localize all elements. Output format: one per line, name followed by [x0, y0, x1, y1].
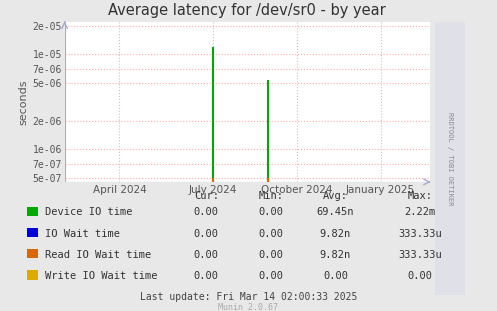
Text: Max:: Max: — [408, 191, 432, 201]
Text: Read IO Wait time: Read IO Wait time — [45, 250, 151, 260]
Text: RRDTOOL / TOBI OETIKER: RRDTOOL / TOBI OETIKER — [447, 112, 453, 205]
Text: Cur:: Cur: — [194, 191, 219, 201]
Text: Last update: Fri Mar 14 02:00:33 2025: Last update: Fri Mar 14 02:00:33 2025 — [140, 292, 357, 302]
Text: 9.82n: 9.82n — [320, 250, 351, 260]
Text: 0.00: 0.00 — [194, 250, 219, 260]
Text: 333.33u: 333.33u — [398, 229, 442, 239]
Text: Device IO time: Device IO time — [45, 207, 132, 217]
Text: 2.22m: 2.22m — [405, 207, 435, 217]
Y-axis label: seconds: seconds — [18, 79, 28, 125]
Text: 333.33u: 333.33u — [398, 250, 442, 260]
Text: 69.45n: 69.45n — [317, 207, 354, 217]
Text: Munin 2.0.67: Munin 2.0.67 — [219, 303, 278, 311]
Text: 0.00: 0.00 — [408, 271, 432, 281]
Text: 0.00: 0.00 — [258, 250, 283, 260]
Title: Average latency for /dev/sr0 - by year: Average latency for /dev/sr0 - by year — [108, 3, 386, 18]
Text: 9.82n: 9.82n — [320, 229, 351, 239]
Text: 0.00: 0.00 — [194, 229, 219, 239]
Text: 0.00: 0.00 — [194, 271, 219, 281]
Text: IO Wait time: IO Wait time — [45, 229, 120, 239]
Text: 0.00: 0.00 — [258, 229, 283, 239]
Text: Min:: Min: — [258, 191, 283, 201]
Text: Write IO Wait time: Write IO Wait time — [45, 271, 157, 281]
Text: 0.00: 0.00 — [323, 271, 348, 281]
Text: Avg:: Avg: — [323, 191, 348, 201]
Text: 0.00: 0.00 — [258, 207, 283, 217]
Text: 0.00: 0.00 — [258, 271, 283, 281]
Text: 0.00: 0.00 — [194, 207, 219, 217]
